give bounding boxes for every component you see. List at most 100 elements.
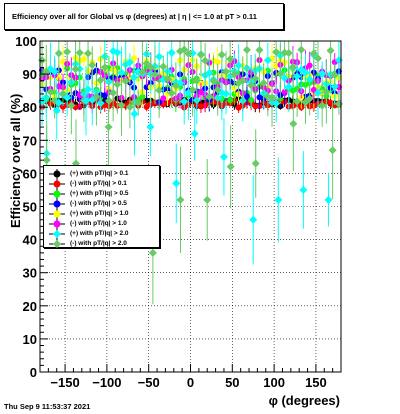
data-point (163, 74, 172, 83)
data-point (58, 89, 67, 98)
title-box: Efficiency over all for Global vs φ (deg… (4, 3, 284, 30)
data-point (305, 75, 314, 84)
data-point (142, 59, 151, 68)
x-tick-label: −50 (138, 375, 160, 390)
data-point (214, 59, 221, 66)
legend-marker (49, 229, 65, 239)
data-point (203, 195, 212, 204)
legend-marker (49, 209, 65, 219)
legend-entry: (+) with pT/|q| > 2.0 (44, 229, 160, 239)
legend-entry: (-) with pT/|q| > 0.1 (44, 179, 160, 189)
data-point (67, 101, 76, 110)
data-point (88, 61, 97, 70)
data-point (289, 119, 298, 128)
data-point (160, 95, 167, 102)
y-axis-label: Efficiency over all (%) (8, 94, 23, 228)
x-tick-label: 0 (187, 375, 194, 390)
data-point (42, 156, 51, 165)
data-point (288, 62, 297, 71)
data-point (121, 77, 130, 86)
data-point (188, 85, 197, 94)
data-point (155, 86, 164, 95)
y-tick-label: 50 (23, 200, 37, 215)
data-point (318, 69, 327, 78)
data-point (274, 195, 283, 204)
y-tick-label: 0 (30, 365, 37, 380)
legend-marker (49, 189, 65, 199)
data-point (113, 48, 122, 57)
legend-entry: (+) with pT/|q| > 0.5 (44, 189, 160, 199)
data-point (297, 45, 306, 54)
data-point (251, 74, 260, 83)
data-point (314, 88, 323, 97)
legend-entry: (-) with pT/|q| > 1.0 (44, 219, 160, 229)
data-point (117, 101, 126, 110)
y-tick-label: 100 (15, 34, 37, 49)
data-point (259, 78, 268, 87)
data-point (75, 48, 84, 57)
data-point (276, 69, 285, 78)
data-point (190, 129, 199, 138)
data-point (130, 109, 139, 118)
legend-label: (-) with pT/|q| > 0.1 (70, 180, 127, 187)
data-point (272, 48, 281, 57)
footer-timestamp: Thu Sep 9 11:53:37 2021 (4, 402, 91, 411)
data-point (268, 93, 277, 102)
data-point (84, 49, 93, 58)
data-point (251, 159, 260, 168)
data-point (117, 68, 126, 77)
legend-label: (-) with pT/|q| > 1.0 (70, 220, 127, 227)
data-point (131, 55, 138, 62)
legend-label: (+) with pT/|q| > 1.0 (70, 210, 129, 217)
data-point (155, 52, 164, 61)
data-point (148, 248, 157, 257)
data-point (125, 103, 134, 112)
y-tick-label: 20 (23, 299, 37, 314)
data-point (326, 46, 335, 55)
data-point (171, 81, 180, 90)
legend-label: (-) with pT/|q| > 2.0 (70, 240, 127, 247)
data-point (63, 47, 72, 56)
chart-title: Efficiency over all for Global vs φ (deg… (12, 12, 257, 21)
legend-marker (49, 199, 65, 209)
data-point (314, 54, 323, 63)
data-point (280, 74, 289, 83)
data-point (301, 68, 310, 77)
data-point (217, 50, 226, 59)
x-tick-label: 100 (263, 375, 285, 390)
y-tick-label: 90 (23, 67, 37, 82)
data-point (205, 69, 214, 78)
data-point (310, 86, 317, 93)
data-point (293, 97, 302, 106)
data-point (80, 56, 87, 63)
data-point (46, 87, 55, 96)
data-point (63, 93, 72, 102)
x-tick-label: −150 (50, 375, 79, 390)
legend-marker (49, 219, 65, 229)
data-point (172, 179, 181, 188)
data-point (100, 63, 109, 72)
data-point (92, 92, 101, 101)
data-point (38, 56, 47, 65)
data-point (138, 67, 147, 76)
data-point (201, 56, 210, 65)
data-point (284, 48, 293, 57)
data-point (167, 89, 176, 98)
data-point (219, 152, 228, 161)
legend-entry: (+) with pT/|q| > 1.0 (44, 209, 160, 219)
data-point (243, 93, 250, 100)
data-point (226, 162, 235, 171)
data-point (226, 54, 235, 63)
data-point (222, 89, 231, 98)
data-point (322, 88, 331, 97)
x-tick-label: 50 (225, 375, 239, 390)
data-point (143, 84, 150, 91)
data-point (293, 72, 302, 81)
data-point (192, 76, 201, 85)
data-point (242, 45, 251, 54)
data-point (146, 63, 155, 72)
data-point (263, 56, 272, 65)
legend-marker (49, 169, 65, 179)
legend-label: (+) with pT/|q| > 2.0 (70, 230, 129, 237)
